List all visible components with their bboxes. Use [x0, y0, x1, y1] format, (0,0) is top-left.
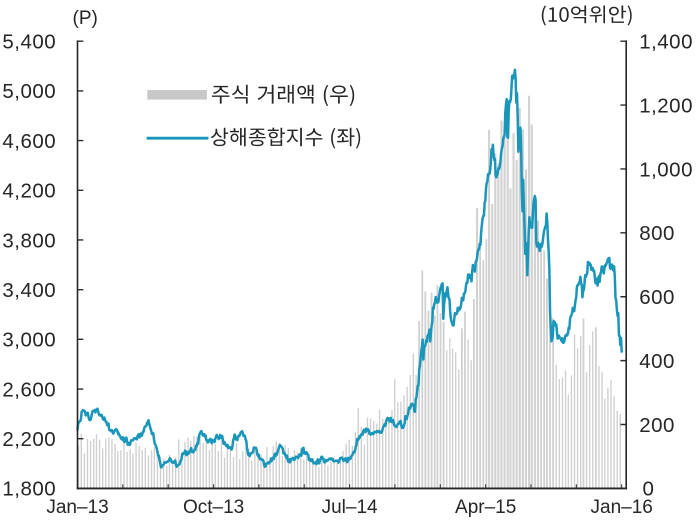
svg-text:Jul–14: Jul–14	[322, 497, 378, 518]
svg-text:4,600: 4,600	[2, 130, 56, 153]
svg-text:3,800: 3,800	[2, 229, 56, 252]
svg-text:Oct–13: Oct–13	[183, 497, 244, 518]
svg-text:1,800: 1,800	[2, 478, 56, 501]
svg-text:5,000: 5,000	[2, 80, 56, 103]
svg-text:3,000: 3,000	[2, 329, 56, 352]
svg-text:200: 200	[639, 414, 675, 437]
svg-text:Jan–13: Jan–13	[46, 497, 108, 518]
svg-text:4,200: 4,200	[2, 180, 56, 203]
svg-text:2,600: 2,600	[2, 378, 56, 401]
svg-text:2,200: 2,200	[2, 428, 56, 451]
svg-text:1,200: 1,200	[639, 94, 693, 117]
svg-text:Jan–16: Jan–16	[591, 497, 653, 518]
svg-text:1,400: 1,400	[639, 31, 693, 54]
svg-text:600: 600	[639, 286, 675, 309]
svg-text:(P): (P)	[73, 8, 98, 29]
svg-text:3,400: 3,400	[2, 279, 56, 302]
svg-text:1,000: 1,000	[639, 158, 693, 181]
svg-text:Apr–15: Apr–15	[455, 497, 516, 518]
svg-text:5,400: 5,400	[2, 31, 56, 54]
svg-text:400: 400	[639, 350, 675, 373]
svg-text:800: 800	[639, 222, 675, 245]
svg-text:0: 0	[643, 478, 655, 501]
